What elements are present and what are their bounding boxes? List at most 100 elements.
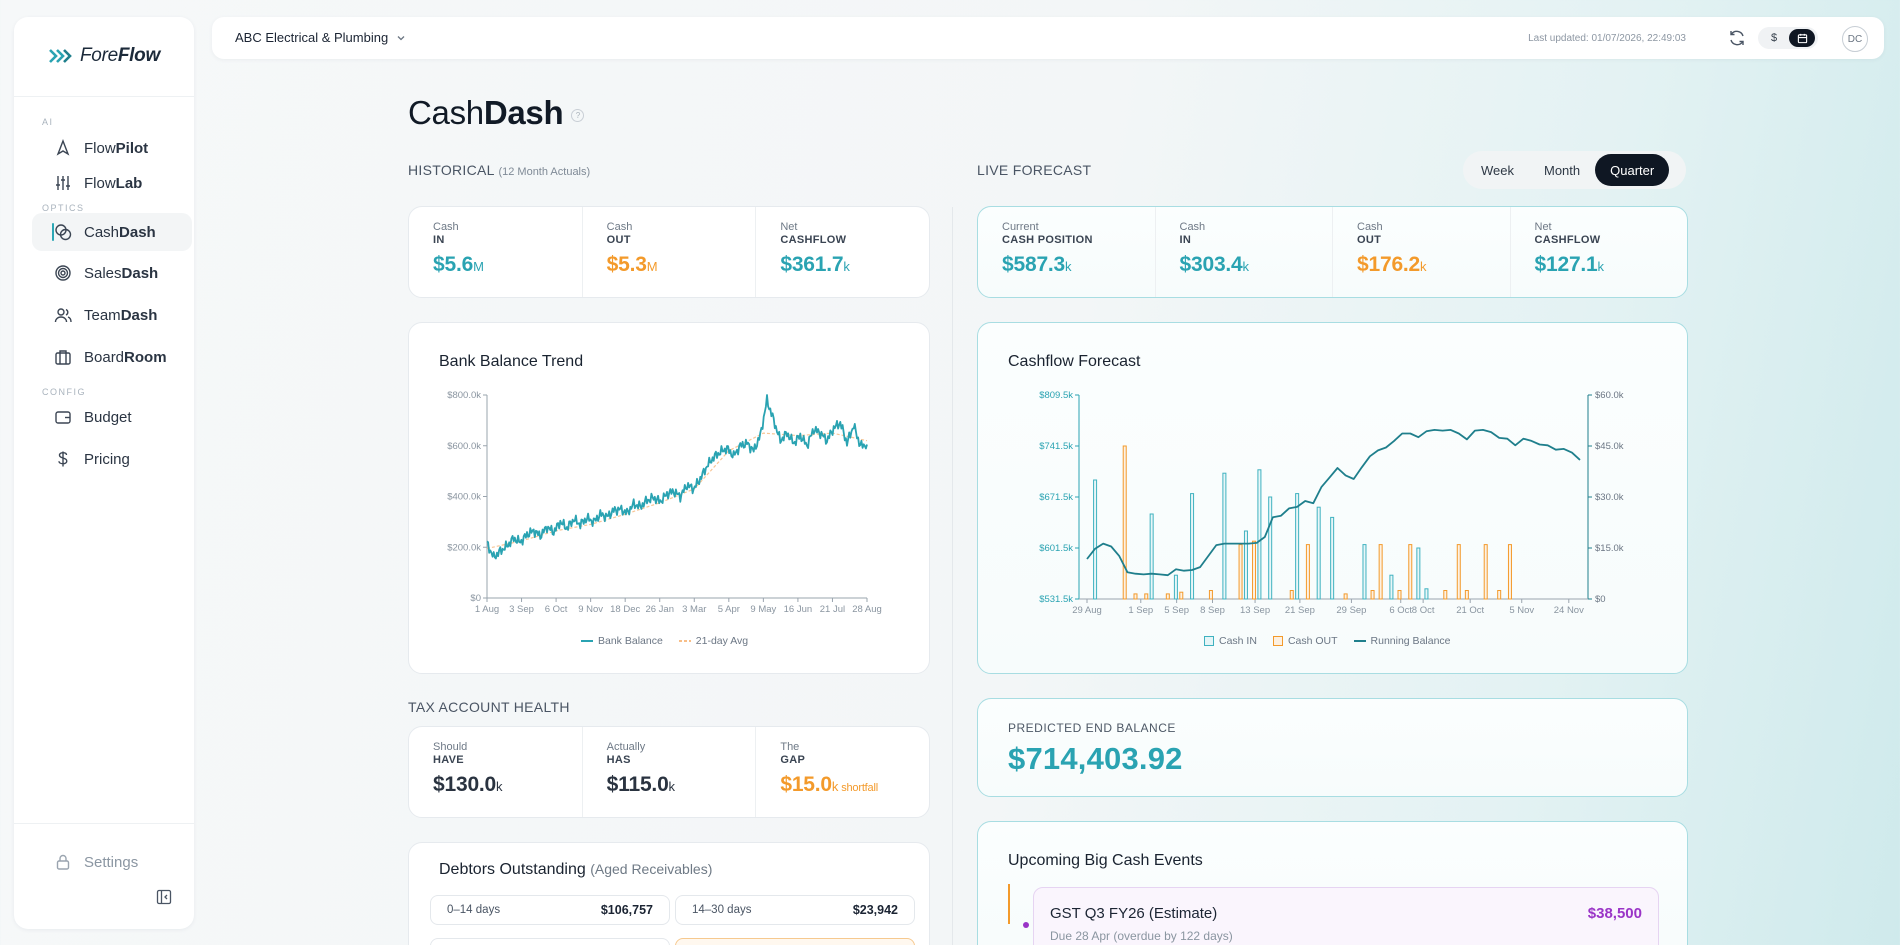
debtor-bucket-14-30[interactable]: 14–30 days $23,942	[675, 895, 915, 925]
bar-cash-out	[1238, 544, 1243, 600]
kpi-unit: M	[473, 259, 484, 274]
bar-cash-in	[1173, 574, 1178, 600]
sidebar-item-budget[interactable]: Budget	[32, 398, 192, 436]
kpi-number: $130.0	[433, 773, 497, 796]
series-running-balance	[1086, 429, 1581, 577]
kpi-label-strong: HAS	[606, 754, 631, 766]
kpi-label-strong: IN	[433, 234, 445, 246]
bar-cash-in	[1257, 469, 1262, 600]
wallet-icon	[55, 411, 71, 424]
bank-balance-chart: $0 $200.0k $400.0k $600.0k $800.0k 1 Aug 3 Sep…	[447, 390, 882, 615]
predicted-label: PREDICTED END BALANCE	[1008, 721, 1176, 735]
refresh-icon[interactable]	[1728, 29, 1746, 47]
legend-label: Running Balance	[1370, 635, 1451, 647]
tab-month[interactable]: Month	[1544, 162, 1581, 178]
debtors-subtitle: (Aged Receivables)	[590, 861, 713, 877]
predicted-value: $714,403.92	[1008, 741, 1183, 776]
legend-label: Cash OUT	[1287, 635, 1338, 647]
kpi-label: Cash	[606, 221, 633, 233]
left-tick-label: $809.5k	[1039, 390, 1073, 401]
sidebar-item-teamdash[interactable]: TeamDash	[32, 296, 192, 334]
x-tick-label: 5 Sep	[1164, 605, 1189, 616]
kpi-live-cash-in: Cash IN $303.4k	[1154, 207, 1333, 297]
bar-cash-out	[1443, 590, 1448, 600]
top-bar: ABC Electrical & Plumbing Last updated: …	[212, 17, 1884, 59]
debtor-bucket-overdue[interactable]	[675, 938, 915, 945]
sidebar-item-boardroom[interactable]: BoardRoom	[32, 338, 192, 376]
kpi-number: $5.3	[606, 253, 647, 276]
sidebar-item-label: TeamDash	[84, 307, 157, 324]
sidebar-item-settings[interactable]: Settings	[32, 843, 192, 881]
bar-cash-in	[1243, 530, 1248, 600]
kpi-label: Cash	[1357, 221, 1383, 233]
live-kpi-card: Current CASH POSITION $587.3k Cash IN $3…	[977, 206, 1688, 298]
kpi-label-strong: HAVE	[433, 754, 464, 766]
label-pre: Flow	[84, 174, 116, 192]
tab-quarter[interactable]: Quarter	[1595, 154, 1670, 186]
title-pre: Cash	[408, 94, 484, 131]
bar-cash-out	[1144, 593, 1149, 600]
bar-cash-out	[1456, 544, 1461, 600]
event-item[interactable]: GST Q3 FY26 (Estimate) $38,500 Due 28 Ap…	[1033, 887, 1659, 945]
kpi-value: $130.0k	[433, 773, 582, 797]
kpi-label: The	[780, 741, 800, 753]
kpi-unit: k	[1597, 259, 1605, 274]
debtor-bucket-next[interactable]	[430, 938, 670, 945]
debtor-bucket-0-14[interactable]: 0–14 days $106,757	[430, 895, 670, 925]
bar-cash-out	[1305, 544, 1310, 600]
kpi-unit: M	[646, 259, 658, 274]
x-tick-label: 18 Dec	[610, 604, 640, 615]
x-tick-label: 21 Oct	[1456, 605, 1484, 616]
company-name: ABC Electrical & Plumbing	[235, 30, 389, 45]
sidebar-item-label: FlowPilot	[84, 140, 148, 157]
help-icon[interactable]: ?	[571, 108, 585, 122]
x-tick-label: 1 Aug	[475, 604, 499, 615]
sidebar-item-flowpilot[interactable]: FlowPilot	[32, 129, 192, 167]
section-config: CONFIG	[42, 387, 86, 397]
kpi-label-strong: CASH POSITION	[1002, 234, 1093, 246]
event-amount: $38,500	[1587, 905, 1642, 922]
legend-line-running	[1353, 640, 1366, 642]
bar-cash-in	[1330, 516, 1335, 600]
page-title: CashDash ?	[408, 94, 585, 132]
logo[interactable]: ForeFlow	[48, 45, 160, 67]
sidebar-item-label: BoardRoom	[84, 349, 167, 366]
kpi-label-strong: IN	[1179, 234, 1192, 246]
collapse-sidebar-icon[interactable]	[156, 889, 172, 905]
kpi-value: $303.4k	[1180, 253, 1333, 277]
avatar[interactable]: DC	[1842, 26, 1868, 52]
currency-toggle[interactable]: $	[1770, 32, 1778, 44]
tax-heading: TAX ACCOUNT HEALTH	[408, 699, 570, 715]
bar-cash-in	[1389, 574, 1394, 600]
bar-cash-in	[1424, 588, 1429, 600]
legend-box-cash-in	[1204, 636, 1214, 646]
kpi-label: Net	[1534, 221, 1552, 233]
kpi-live-net-cashflow: Net CASHFLOW $127.1k	[1509, 207, 1688, 297]
sidebar-item-flowlab[interactable]: FlowLab	[32, 164, 192, 202]
bar-cash-in	[1222, 472, 1227, 600]
column-divider	[952, 207, 953, 945]
company-selector[interactable]: ABC Electrical & Plumbing	[235, 30, 406, 45]
sidebar-item-pricing[interactable]: Pricing	[32, 440, 192, 478]
label-bold: Dash	[121, 264, 159, 282]
forecast-chart-title: Cashflow Forecast	[1008, 353, 1141, 370]
bar-cash-out	[1370, 590, 1375, 600]
tab-week[interactable]: Week	[1481, 162, 1514, 178]
bar-cash-in	[1093, 479, 1098, 600]
logo-suffix: Flow	[117, 45, 160, 66]
sidebar-item-cashdash[interactable]: CashDash	[32, 213, 192, 251]
bar-cash-out	[1483, 544, 1488, 600]
sidebar-item-salesdash[interactable]: SalesDash	[32, 254, 192, 292]
calendar-toggle[interactable]	[1789, 29, 1815, 47]
x-tick-label: 29 Aug	[1072, 605, 1102, 616]
bar-cash-out	[1133, 593, 1138, 600]
sidebar-item-label: FlowLab	[84, 175, 142, 192]
kpi-value: $5.3M	[607, 253, 756, 277]
target-icon	[55, 265, 71, 281]
cashflow-forecast-card: Cashflow Forecast $531.5k $601.5k $671.5k $…	[977, 322, 1688, 674]
label-pre: Team	[84, 306, 121, 324]
bar-cash-in	[1295, 493, 1300, 600]
bar-cash-out	[1507, 544, 1512, 600]
kpi-cash-out: Cash OUT $5.3M	[581, 207, 756, 297]
legend-line-solid	[581, 640, 593, 642]
